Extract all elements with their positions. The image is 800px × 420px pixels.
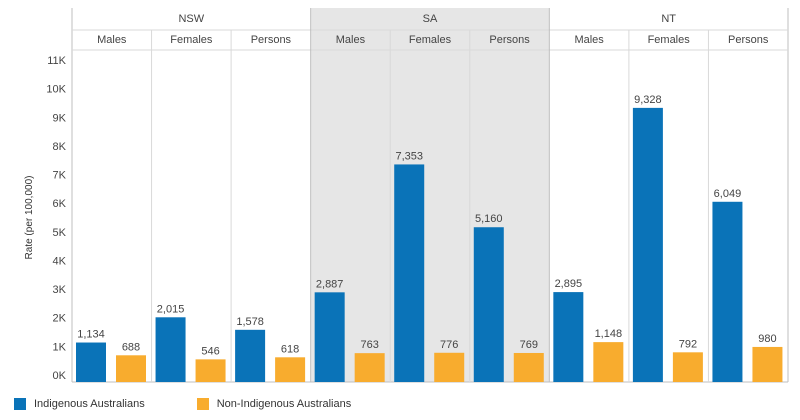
y-tick-label: 9K (53, 112, 67, 124)
subgroup-label-nsw-males: Males (97, 34, 127, 46)
legend-item-indigenous[interactable]: Indigenous Australians (14, 398, 145, 410)
data-label-sa-females-indigenous: 7,353 (395, 150, 423, 162)
y-axis-title: Rate (per 100,000) (24, 176, 35, 260)
bar-nt-males-non-indigenous (593, 342, 624, 382)
bar-nsw-males-non-indigenous (116, 355, 146, 382)
subgroup-label-nsw-persons: Persons (251, 34, 292, 46)
legend-item-non-indigenous[interactable]: Non-Indigenous Australians (196, 398, 352, 410)
bar-nsw-persons-non-indigenous (275, 357, 306, 382)
subgroup-label-nsw-females: Females (170, 34, 213, 46)
y-tick-label: 11K (47, 55, 66, 67)
legend-label-non-indigenous: Non-Indigenous Australians (216, 398, 352, 410)
subgroup-label-nt-persons: Persons (728, 34, 769, 46)
subgroup-label-sa-males: Males (336, 34, 366, 46)
data-label-nt-persons-non-indigenous: 980 (758, 333, 776, 345)
data-label-sa-females-non-indigenous: 776 (440, 339, 458, 351)
y-tick-label: 1K (53, 341, 67, 353)
bar-nsw-females-non-indigenous (195, 359, 226, 382)
data-label-nsw-females-non-indigenous: 546 (201, 345, 219, 357)
legend-swatch-indigenous (14, 398, 26, 410)
data-label-sa-males-indigenous: 2,887 (316, 278, 344, 290)
y-tick-label: 7K (53, 170, 67, 182)
data-label-nt-females-indigenous: 9,328 (634, 94, 662, 106)
chart: 0K 1K 2K 3K 4K 5K 6K 7K 8K 9K 10K 11K Rate (per 100,… (24, 8, 789, 383)
data-label-sa-persons-non-indigenous: 769 (520, 339, 538, 351)
legend-swatch-non-indigenous (196, 398, 209, 410)
data-label-nt-males-indigenous: 2,895 (555, 278, 583, 290)
data-label-sa-persons-indigenous: 5,160 (475, 213, 503, 225)
subgroup-label-sa-persons: Persons (489, 34, 530, 46)
bar-sa-females-indigenous (394, 164, 425, 382)
group-label-nsw: NSW (178, 13, 204, 25)
bar-nsw-males-indigenous (76, 342, 106, 382)
y-tick-label: 3K (53, 284, 67, 296)
bar-sa-persons-non-indigenous (513, 352, 544, 382)
data-label-nt-persons-indigenous: 6,049 (714, 188, 742, 200)
y-tick-label: 4K (53, 255, 67, 267)
y-tick-label: 6K (53, 198, 67, 210)
data-label-nt-males-non-indigenous: 1,148 (595, 328, 623, 340)
subgroup-label-nt-males: Males (574, 34, 604, 46)
bar-nt-persons-non-indigenous (752, 346, 783, 382)
data-label-nsw-males-non-indigenous: 688 (122, 341, 140, 353)
data-label-nsw-persons-indigenous: 1,578 (236, 316, 264, 328)
data-label-nt-females-non-indigenous: 792 (679, 338, 697, 350)
subgroup-label-nt-females: Females (648, 34, 691, 46)
y-tick-label: 0K (53, 370, 67, 382)
bar-nsw-persons-indigenous (235, 329, 266, 382)
y-tick-label: 2K (53, 313, 67, 325)
data-label-nsw-females-indigenous: 2,015 (157, 303, 185, 315)
legend: Indigenous Australians Non-Indigenous Au… (14, 396, 403, 412)
bar-sa-males-indigenous (314, 292, 345, 382)
bar-nt-persons-indigenous (712, 201, 743, 382)
panel-shade-sa (310, 8, 550, 382)
bar-sa-males-non-indigenous (354, 353, 385, 382)
bar-nt-males-indigenous (553, 292, 584, 382)
y-tick-label: 10K (46, 84, 66, 96)
subgroup-label-sa-females: Females (409, 34, 452, 46)
bar-nt-females-non-indigenous (672, 352, 703, 382)
bar-nsw-females-indigenous (155, 317, 186, 382)
legend-label-indigenous: Indigenous Australians (34, 398, 145, 410)
data-label-sa-males-non-indigenous: 763 (360, 339, 378, 351)
group-label-sa: SA (423, 13, 438, 25)
y-tick-label: 8K (53, 141, 67, 153)
data-label-nsw-persons-non-indigenous: 618 (281, 343, 299, 355)
bar-nt-females-indigenous (632, 107, 663, 382)
bar-sa-females-non-indigenous (434, 352, 465, 382)
data-label-nsw-males-indigenous: 1,134 (77, 329, 105, 341)
group-label-nt: NT (661, 13, 676, 25)
bar-sa-persons-indigenous (473, 227, 504, 382)
y-tick-label: 5K (53, 227, 67, 239)
